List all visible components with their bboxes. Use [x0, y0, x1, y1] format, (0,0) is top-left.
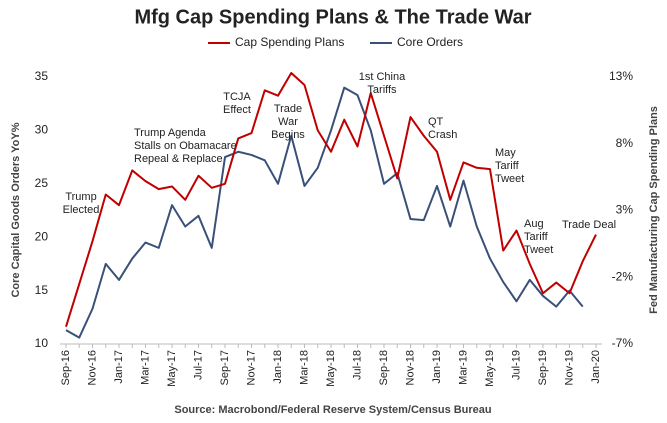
x-tick-label: Jul-17 — [192, 350, 204, 380]
series-line — [65, 71, 597, 327]
x-tick-label: Sep-16 — [60, 350, 72, 385]
chart-title: Mfg Cap Spending Plans & The Trade War — [134, 6, 531, 28]
y2-tick-label: -2% — [612, 269, 634, 283]
x-tick-label: Jul-19 — [510, 350, 522, 380]
y-tick-label: 25 — [35, 176, 49, 190]
annotation: Trade Deal — [562, 219, 616, 231]
annotation: Tweet — [495, 173, 524, 185]
y2-tick-label: 13% — [609, 69, 633, 83]
y-axis-label: Core Capital Goods Orders YoY% — [10, 122, 22, 297]
x-tick-label: Nov-19 — [563, 350, 575, 385]
x-tick-label: Mar-19 — [457, 350, 469, 385]
annotation: Tariff — [495, 160, 520, 172]
x-tick-label: Jan-19 — [431, 350, 443, 384]
y2-tick-label: 8% — [616, 136, 634, 150]
annotation: Crash — [428, 129, 457, 141]
x-tick-label: Nov-17 — [245, 350, 257, 385]
y-tick-label: 10 — [35, 336, 49, 350]
x-tick-label: Jan-20 — [590, 350, 602, 384]
annotation: Effect — [223, 104, 251, 116]
annotation: Elected — [63, 204, 100, 216]
x-tick-label: Sep-19 — [537, 350, 549, 385]
annotation: 1st China — [359, 71, 406, 83]
x-tick-label: May-18 — [325, 350, 337, 387]
annotation: Trade — [274, 103, 302, 115]
y-tick-label: 35 — [35, 69, 49, 83]
y2-tick-label: -7% — [612, 336, 634, 350]
source: Source: Macrobond/Federal Reserve System… — [174, 404, 491, 416]
legend-label: Core Orders — [397, 35, 463, 49]
annotation: Tweet — [524, 244, 553, 256]
x-tick-label: Jul-18 — [351, 350, 363, 380]
annotation: May — [495, 147, 516, 159]
annotation: Aug — [524, 218, 544, 230]
y-tick-label: 30 — [35, 123, 49, 137]
annotation: Tariffs — [367, 84, 397, 96]
annotation: TCJA — [223, 91, 251, 103]
annotation: Begins — [271, 129, 305, 141]
series-line — [65, 86, 584, 339]
y-tick-label: 20 — [35, 229, 49, 243]
annotation: Trump Agenda — [134, 127, 207, 139]
annotation: Stalls on Obamacare — [134, 140, 237, 152]
x-tick-label: Jan-18 — [272, 350, 284, 384]
legend-label: Cap Spending Plans — [235, 35, 344, 49]
annotation: QT — [428, 116, 444, 128]
x-tick-label: Nov-18 — [404, 350, 416, 385]
annotation: Tariff — [524, 231, 549, 243]
x-tick-label: Sep-18 — [378, 350, 390, 385]
annotation: Trump — [65, 191, 96, 203]
x-tick-label: May-17 — [166, 350, 178, 387]
y2-axis-label: Fed Manufacturing Cap Spending Plans — [648, 106, 660, 314]
annotation: War — [278, 116, 298, 128]
y-tick-label: 15 — [35, 283, 49, 297]
x-tick-label: Mar-17 — [139, 350, 151, 385]
x-tick-label: Nov-16 — [86, 350, 98, 385]
y2-tick-label: 3% — [616, 203, 634, 217]
x-tick-label: May-19 — [484, 350, 496, 387]
annotation: Repeal & Replace — [134, 153, 223, 165]
x-tick-label: Jan-17 — [113, 350, 125, 384]
x-tick-label: Mar-18 — [298, 350, 310, 385]
x-tick-label: Sep-17 — [219, 350, 231, 385]
